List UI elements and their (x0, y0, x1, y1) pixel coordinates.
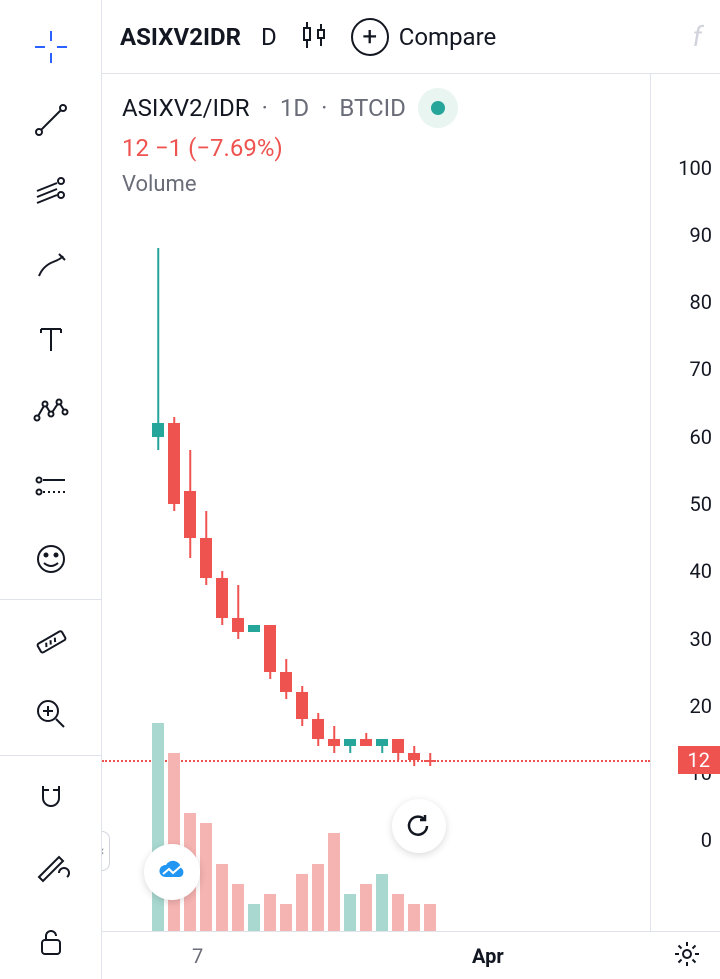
volume-bar (424, 904, 436, 931)
legend-volume-label: Volume (122, 172, 458, 197)
y-tick: 50 (690, 492, 712, 516)
candle (376, 739, 388, 752)
volume-bar (312, 864, 324, 931)
current-price-tag: 12 (678, 746, 720, 774)
candle (216, 571, 228, 625)
volume-bar (216, 864, 228, 931)
candle (264, 625, 276, 679)
y-tick: 20 (690, 694, 712, 718)
plus-icon: + (351, 18, 389, 56)
settings-icon[interactable] (672, 939, 702, 973)
fx-icon[interactable]: f (693, 20, 702, 53)
chart-pane[interactable]: ‹ (102, 74, 650, 931)
volume-bar (344, 894, 356, 931)
y-tick: 100 (678, 156, 712, 180)
compare-label: Compare (399, 23, 497, 51)
volume-bar (328, 833, 340, 931)
volume-bar (408, 904, 420, 931)
chart-style-icon[interactable] (297, 18, 331, 56)
candle (200, 511, 212, 585)
volume-bar (248, 904, 260, 931)
legend-exchange: BTCID (339, 94, 406, 122)
y-tick: 90 (690, 223, 712, 247)
candle (424, 753, 436, 766)
cloud-sync-button[interactable] (144, 844, 200, 900)
volume-bar (200, 823, 212, 931)
chart-area: ‹ 100908070605040302010012 (102, 74, 720, 931)
brush-tool[interactable] (0, 229, 101, 302)
zoom-tool[interactable] (0, 677, 101, 750)
candle (232, 585, 244, 639)
candle (312, 713, 324, 747)
volume-bar (360, 884, 372, 931)
lock-tool[interactable] (0, 906, 101, 979)
trendline-tool[interactable] (0, 83, 101, 156)
interval-selector[interactable]: D (261, 23, 277, 51)
forecast-tool[interactable] (0, 449, 101, 522)
time-axis[interactable]: 7 Apr (102, 931, 720, 979)
market-status-icon (418, 88, 458, 128)
current-price-line (102, 760, 650, 762)
candle (328, 726, 340, 753)
candle (344, 739, 356, 752)
text-tool[interactable] (0, 303, 101, 376)
volume-bar (296, 874, 308, 931)
volume-bar (152, 723, 164, 931)
legend-timeframe: 1D (280, 94, 309, 122)
volume-bar (376, 874, 388, 931)
crosshair-tool[interactable] (0, 10, 101, 83)
pitchfork-tool[interactable] (0, 156, 101, 229)
lock-drawings-tool[interactable] (0, 833, 101, 906)
chart-legend: ASIXV2/IDR · 1D · BTCID 12 −1 (−7.69%) V… (122, 88, 458, 197)
emoji-tool[interactable] (0, 522, 101, 595)
sidebar-divider (0, 599, 101, 600)
legend-pair[interactable]: ASIXV2/IDR (122, 94, 250, 122)
pattern-tool[interactable] (0, 376, 101, 449)
top-toolbar: ASIXV2IDR D + Compare f (102, 0, 720, 74)
compare-button[interactable]: + Compare (351, 18, 497, 56)
volume-bar (168, 753, 180, 931)
candle (248, 625, 260, 632)
y-tick: 30 (690, 627, 712, 651)
legend-price-row: 12 −1 (−7.69%) (122, 134, 458, 162)
candle (408, 746, 420, 766)
candle (168, 417, 180, 511)
measure-tool[interactable] (0, 604, 101, 677)
x-tick: Apr (472, 944, 504, 968)
y-tick: 80 (690, 290, 712, 314)
reset-chart-button[interactable] (392, 799, 446, 853)
sidebar-divider-2 (0, 755, 101, 756)
y-tick: 60 (690, 425, 712, 449)
legend-price: 12 (122, 134, 149, 162)
y-tick: 0 (701, 828, 712, 852)
candle (360, 733, 372, 746)
main-panel: ASIXV2IDR D + Compare f ASIXV2/IDR · 1D … (102, 0, 720, 979)
volume-bar (264, 894, 276, 931)
candle (392, 739, 404, 759)
candle (280, 659, 292, 699)
candle (296, 686, 308, 726)
price-axis[interactable]: 100908070605040302010012 (650, 74, 720, 931)
collapse-sidebar-tab[interactable]: ‹ (102, 831, 110, 871)
tools-sidebar (0, 0, 102, 979)
magnet-tool[interactable] (0, 760, 101, 833)
y-tick: 70 (690, 357, 712, 381)
legend-pct: (−7.69%) (188, 134, 283, 162)
volume-bar (280, 904, 292, 931)
y-tick: 40 (690, 559, 712, 583)
legend-change: −1 (155, 134, 188, 162)
candle (184, 450, 196, 558)
symbol-name[interactable]: ASIXV2IDR (120, 23, 241, 51)
volume-bar (392, 894, 404, 931)
x-tick: 7 (192, 944, 203, 968)
volume-bar (232, 884, 244, 931)
candle (152, 248, 164, 450)
